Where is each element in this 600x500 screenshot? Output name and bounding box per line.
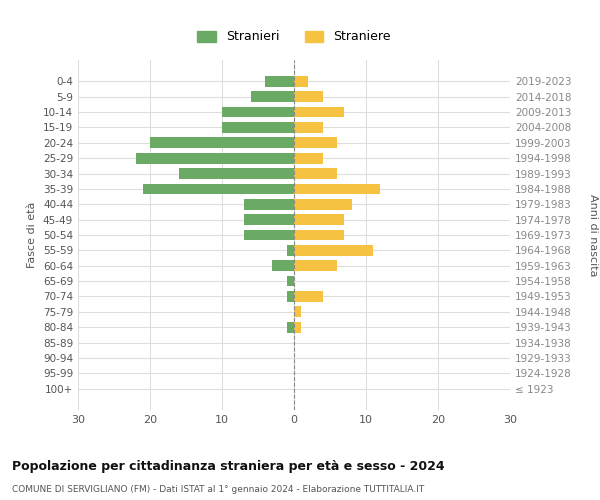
Bar — [294, 260, 337, 271]
Bar — [294, 92, 323, 102]
Bar — [272, 260, 294, 271]
Bar — [287, 291, 294, 302]
Bar — [294, 122, 323, 133]
Bar — [244, 199, 294, 209]
Bar — [287, 245, 294, 256]
Y-axis label: Anni di nascita: Anni di nascita — [588, 194, 598, 276]
Bar — [294, 245, 373, 256]
Bar — [294, 168, 337, 179]
Bar — [294, 322, 301, 332]
Bar — [294, 184, 380, 194]
Bar — [294, 153, 323, 164]
Bar — [294, 230, 344, 240]
Bar — [294, 291, 323, 302]
Bar — [294, 106, 344, 118]
Bar — [251, 92, 294, 102]
Bar — [244, 230, 294, 240]
Bar — [222, 106, 294, 118]
Bar — [287, 276, 294, 286]
Bar — [150, 138, 294, 148]
Bar — [143, 184, 294, 194]
Y-axis label: Fasce di età: Fasce di età — [28, 202, 37, 268]
Bar — [136, 153, 294, 164]
Bar — [179, 168, 294, 179]
Bar — [294, 76, 308, 86]
Bar — [294, 306, 301, 317]
Bar — [222, 122, 294, 133]
Bar — [244, 214, 294, 225]
Bar — [287, 322, 294, 332]
Bar — [294, 214, 344, 225]
Bar — [294, 199, 352, 209]
Legend: Stranieri, Straniere: Stranieri, Straniere — [191, 24, 397, 50]
Bar — [294, 138, 337, 148]
Bar — [265, 76, 294, 86]
Text: COMUNE DI SERVIGLIANO (FM) - Dati ISTAT al 1° gennaio 2024 - Elaborazione TUTTIT: COMUNE DI SERVIGLIANO (FM) - Dati ISTAT … — [12, 485, 424, 494]
Text: Popolazione per cittadinanza straniera per età e sesso - 2024: Popolazione per cittadinanza straniera p… — [12, 460, 445, 473]
